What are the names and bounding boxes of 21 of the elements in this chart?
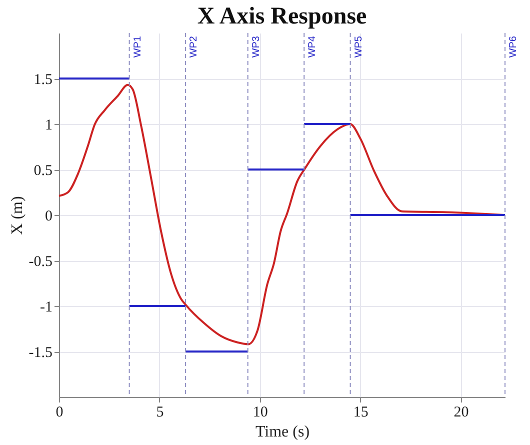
x-axis-title: Time (s) bbox=[255, 424, 310, 440]
y-axis-title: X (m) bbox=[8, 196, 26, 235]
y-tick-label: 1 bbox=[45, 118, 52, 134]
x-tick-label: 10 bbox=[252, 404, 268, 420]
y-tick-label: 0 bbox=[45, 208, 52, 224]
x-tick-label: 5 bbox=[156, 404, 164, 420]
x-tick-label: 20 bbox=[454, 404, 469, 420]
ref-line-label: WP4 bbox=[307, 36, 318, 58]
ref-line-label: WP3 bbox=[250, 36, 262, 58]
y-tick-label: -0.5 bbox=[28, 254, 52, 270]
x-tick-label: 0 bbox=[56, 404, 64, 420]
ref-line-label: WP6 bbox=[508, 36, 519, 58]
ref-line-label: WP2 bbox=[188, 36, 200, 58]
ref-line-label: WP5 bbox=[353, 36, 364, 58]
x-tick-label: 15 bbox=[353, 404, 368, 420]
y-tick-label: -1.5 bbox=[28, 345, 52, 361]
chart-title: X Axis Response bbox=[197, 4, 368, 30]
y-tick-label: 1.5 bbox=[34, 72, 52, 88]
ref-line-label: WP1 bbox=[132, 36, 144, 58]
y-tick-label: -1 bbox=[40, 300, 52, 316]
y-tick-label: 0.5 bbox=[34, 163, 52, 179]
